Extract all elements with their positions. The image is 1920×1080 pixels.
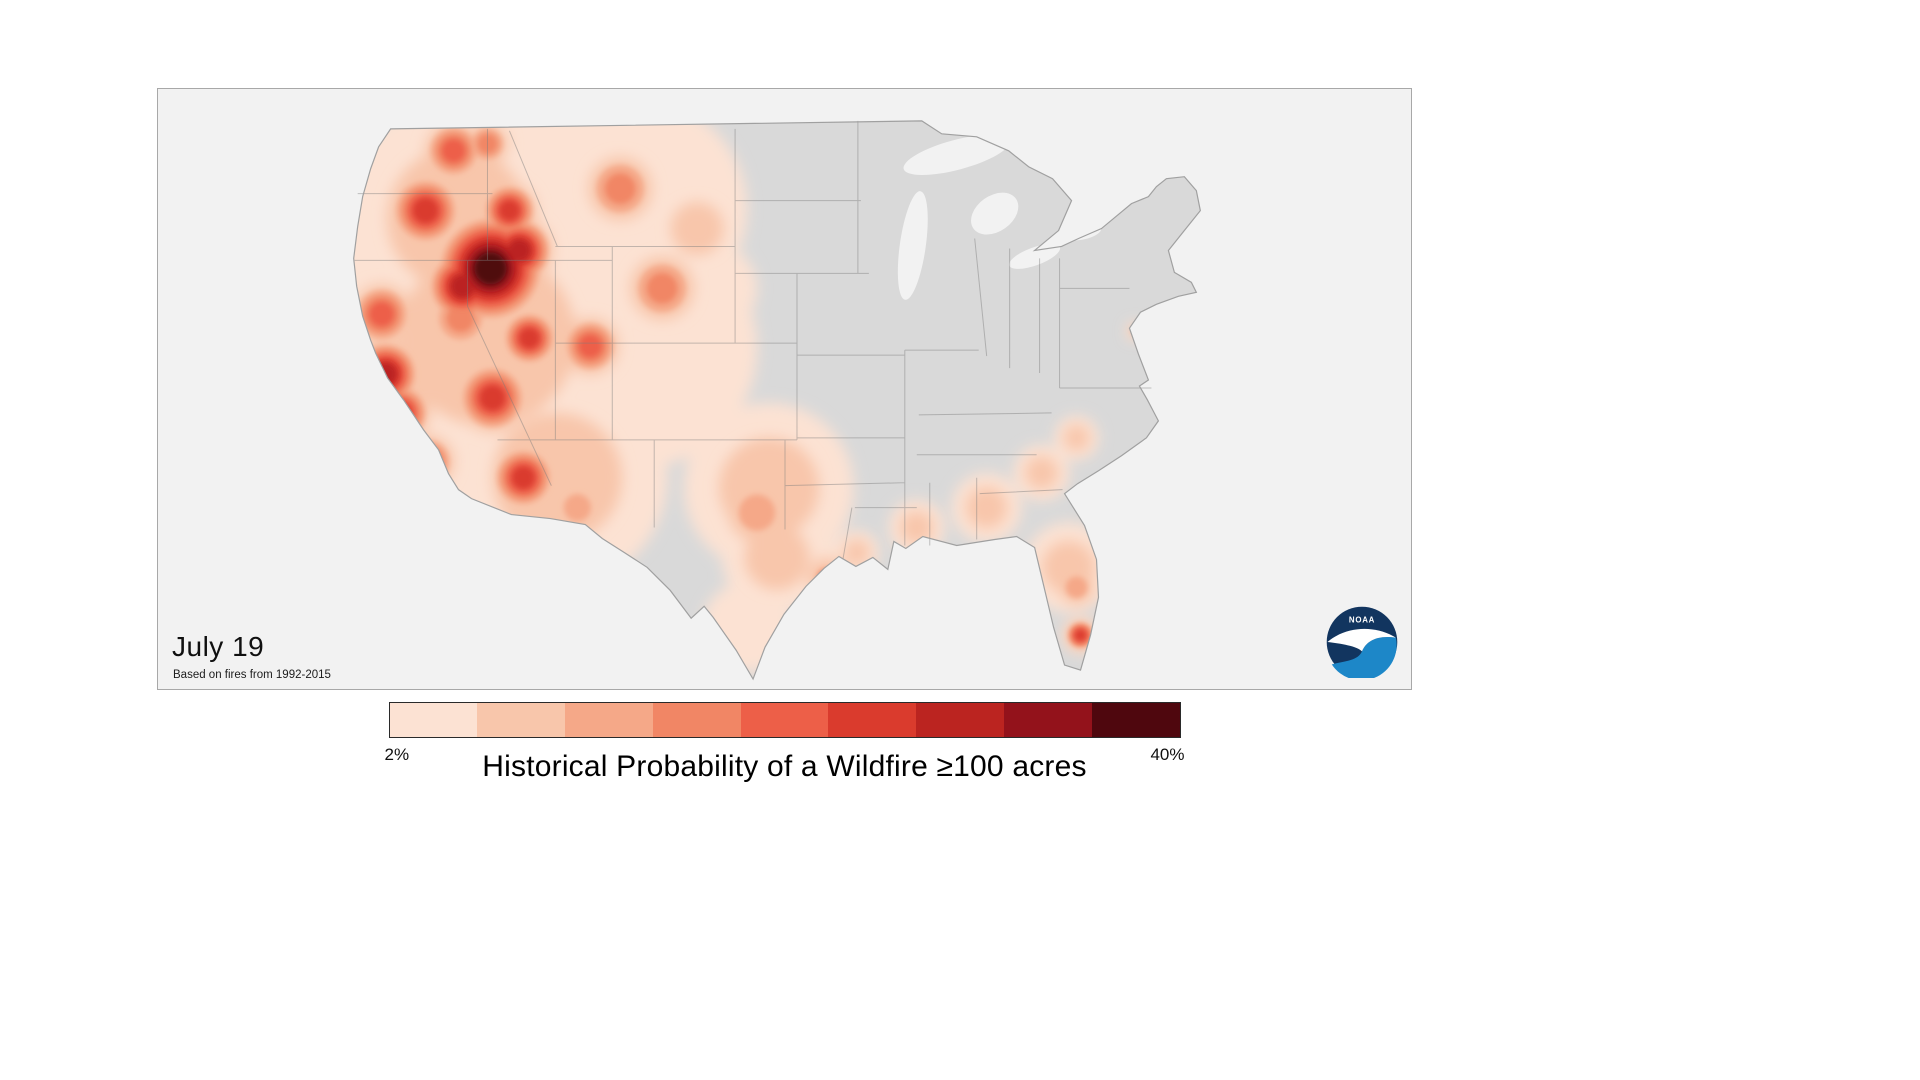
legend-color-step (1003, 703, 1092, 737)
legend-color-step (652, 703, 741, 737)
noaa-logo-icon: NOAA (1326, 606, 1398, 678)
heat-contour-level-9 (474, 252, 507, 285)
lake-michigan (897, 191, 928, 300)
legend-color-step (916, 703, 1004, 737)
noaa-logo-sea (1331, 636, 1397, 678)
legend-color-step (1091, 703, 1180, 737)
legend-color-step (389, 703, 478, 737)
legend-labels-row: 2% Historical Probability of a Wildfire … (385, 741, 1185, 784)
lake-huron (971, 192, 1019, 235)
map-panel: July 19 Based on fires from 1992-2015 NO… (157, 88, 1412, 690)
legend-color-step (565, 703, 653, 737)
legend-title: Historical Probability of a Wildfire ≥10… (482, 750, 1087, 783)
legend-color-bar (388, 702, 1181, 738)
legend: 2% Historical Probability of a Wildfire … (157, 702, 1412, 784)
noaa-bird-icon (1327, 628, 1396, 652)
lake-ontario (1063, 224, 1102, 241)
great-lakes (897, 134, 1102, 300)
us-wildfire-probability-map (353, 120, 1201, 680)
legend-color-step (828, 703, 917, 737)
legend-color-step (477, 703, 566, 737)
source-note: Based on fires from 1992-2015 (173, 669, 331, 681)
lake-erie (1009, 243, 1061, 269)
legend-max-label: 40% (1150, 745, 1185, 764)
lake-superior (903, 134, 1010, 176)
noaa-logo-text: NOAA (1349, 616, 1375, 625)
date-label: July 19 (172, 631, 265, 662)
legend-min-label: 2% (384, 745, 410, 764)
legend-color-step (740, 703, 829, 737)
state-borders (354, 120, 1152, 560)
